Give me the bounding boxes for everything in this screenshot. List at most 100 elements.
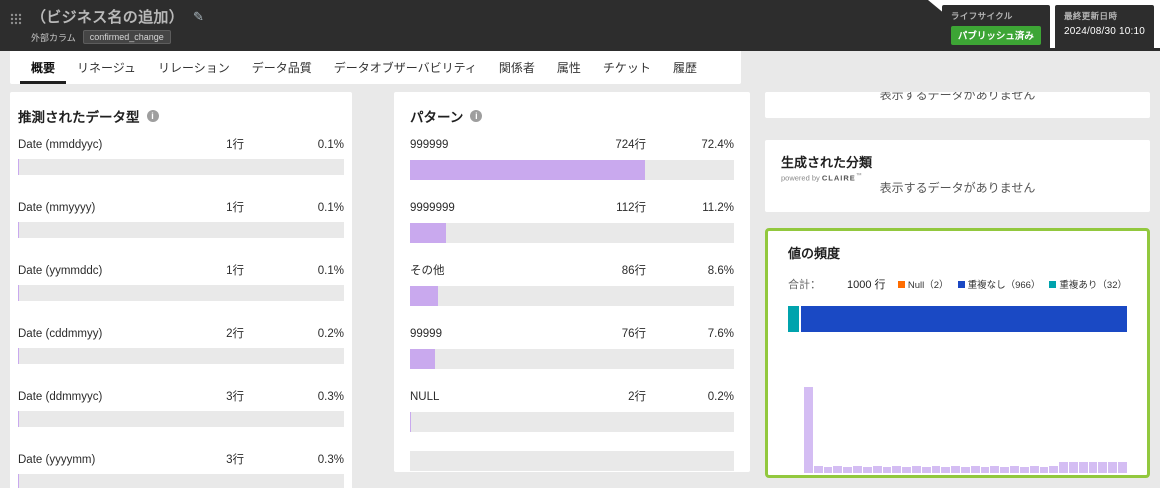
page-title: （ビジネス名の追加） — [31, 9, 185, 26]
stat-label: その他 — [410, 265, 445, 277]
stat-row: Date (mmyyyy) 1行 0.1% — [18, 199, 344, 238]
info-icon[interactable]: i — [470, 110, 483, 122]
stat-bar-track — [18, 285, 344, 301]
panel-patterns: パターン i 999999 724行 72.4% 9999999 112行 11.2% その… — [394, 92, 750, 472]
stat-row: Date (yyyymm) 3行 0.3% — [18, 451, 344, 488]
stat-label: Date (yymmddc) — [18, 265, 103, 277]
content: 推測されたデータ型 i Date (mmddyyc) 1行 0.1% Date (mm… — [0, 84, 1160, 488]
claire-brand: powered by CLAIRE™ — [781, 173, 1134, 183]
panel-inferred-datatypes: 推測されたデータ型 i Date (mmddyyc) 1行 0.1% Date (mm… — [10, 92, 352, 488]
stacked-segment-unique — [800, 306, 1127, 332]
pattern-rows: 999999 724行 72.4% 9999999 112行 11.2% その他 86行 8.6… — [410, 136, 734, 432]
panel-generated-classification: 生成された分類 powered by CLAIRE™ 表示するデータがありません — [765, 140, 1150, 212]
tab-data-observability[interactable]: データオブザーバビリティ — [323, 51, 488, 84]
stat-row-count: 3行 — [226, 391, 244, 403]
lifecycle-label: ライフサイクル — [950, 11, 1013, 21]
tab-data-quality[interactable]: データ品質 — [241, 51, 323, 84]
stat-bar-track — [18, 411, 344, 427]
stat-row: 9999999 112行 11.2% — [410, 199, 734, 243]
stat-bar-track — [410, 223, 734, 243]
stat-bar-track — [18, 348, 344, 364]
stat-bar-fill — [410, 286, 438, 306]
stat-row-percent: 11.2% — [702, 202, 734, 214]
legend-swatch — [957, 280, 965, 288]
histogram-bar — [1118, 461, 1127, 473]
stacked-segment-duplicates — [788, 306, 799, 332]
tab-relation[interactable]: リレーション — [147, 51, 241, 84]
stat-bar-track — [410, 286, 734, 306]
pattern-partial-bar-track — [410, 451, 734, 471]
stat-row: Date (cddmmyy) 2行 0.2% — [18, 325, 344, 364]
claire-logo-text: CLAIRE — [821, 173, 856, 183]
stat-row-count: 76行 — [621, 328, 646, 340]
stat-row-percent: 0.1% — [317, 202, 344, 214]
stat-row: 99999 76行 7.6% — [410, 325, 734, 369]
stat-row-percent: 0.2% — [707, 391, 734, 403]
generated-classification-title: 生成された分類 — [781, 155, 873, 170]
stat-bar-track — [18, 474, 344, 488]
histogram-bar — [1088, 461, 1098, 473]
stat-bar-fill — [410, 223, 447, 243]
stat-bar-fill — [18, 474, 19, 488]
stat-bar-track — [18, 159, 344, 175]
histogram-bar — [990, 466, 1000, 473]
stat-bar-track — [410, 412, 734, 432]
tab-stakeholders[interactable]: 関係者 — [488, 51, 546, 84]
histogram-bar — [1078, 461, 1088, 473]
stat-label: 99999 — [410, 328, 442, 340]
histogram-bar — [833, 466, 843, 473]
stat-label: 9999999 — [410, 202, 455, 214]
tab-attributes[interactable]: 属性 — [546, 51, 592, 84]
right-column: 表示するデータがありません 生成された分類 powered by CLAIRE™… — [765, 92, 1150, 478]
header-right: ライフサイクル パブリッシュ済み 最終更新日時 2024/08/30 10:10 — [941, 5, 1154, 51]
app-header: （ビジネス名の追加） ✎ 外部カラム confirmed_change ライフサ… — [0, 0, 1160, 51]
stat-row-count: 2行 — [226, 328, 244, 340]
stat-label: Date (ddmmyyc) — [18, 391, 103, 403]
histogram-bar — [1098, 461, 1108, 473]
pencil-icon: ✎ — [193, 9, 204, 24]
histogram-bar — [980, 466, 990, 473]
entity-status-badge: confirmed_change — [82, 30, 171, 44]
info-icon[interactable]: i — [146, 110, 159, 122]
stat-row-count: 2行 — [628, 391, 646, 403]
frequency-stacked-bar — [788, 306, 1127, 332]
lifecycle-status-badge: パブリッシュ済み — [950, 26, 1041, 45]
tab-tickets[interactable]: チケット — [592, 51, 662, 84]
inferred-datatypes-title: 推測されたデータ型 — [18, 110, 140, 125]
total-label: 合計： — [788, 279, 821, 291]
stat-bar-track — [410, 160, 734, 180]
panel-clipped-top: 表示するデータがありません — [765, 92, 1150, 118]
stat-row-percent: 0.1% — [317, 139, 344, 151]
histogram-bar — [1108, 461, 1117, 473]
histogram-bar — [970, 466, 980, 473]
legend-label: 重複なし（966） — [967, 280, 1041, 291]
stat-row-percent: 0.1% — [317, 265, 344, 277]
stat-label: Date (cddmmyy) — [18, 328, 103, 340]
histogram-bar — [1049, 466, 1059, 473]
stat-bar-fill — [18, 348, 19, 364]
tab-overview[interactable]: 概要 — [20, 51, 67, 84]
stat-row-percent: 0.3% — [317, 454, 344, 466]
histogram-bar — [823, 466, 833, 473]
stat-bar-fill — [410, 349, 435, 369]
histogram-bar — [1029, 466, 1039, 473]
empty-state-text: 表示するデータがありません — [879, 180, 1036, 195]
lifecycle-chip: ライフサイクル パブリッシュ済み — [941, 5, 1050, 51]
drag-handle-icon[interactable] — [10, 12, 22, 30]
legend-swatch — [897, 280, 905, 288]
stat-row: Date (mmddyyc) 1行 0.1% — [18, 136, 344, 175]
histogram-bar — [1068, 461, 1078, 473]
edit-title-button[interactable]: ✎ — [191, 10, 206, 23]
stat-row-percent: 7.6% — [707, 328, 734, 340]
histogram-bar — [902, 466, 911, 473]
stat-bar-fill — [410, 412, 411, 432]
stat-row: NULL 2行 0.2% — [410, 388, 734, 432]
last-updated-value: 2024/08/30 10:10 — [1063, 26, 1145, 37]
tab-history[interactable]: 履歴 — [662, 51, 708, 84]
tab-lineage[interactable]: リネージュ — [66, 51, 147, 84]
tab-bar: 概要 リネージュ リレーション データ品質 データオブザーバビリティ 関係者 属性 チケット履… — [10, 51, 741, 84]
stat-bar-fill — [18, 411, 19, 427]
patterns-title: パターン — [410, 110, 464, 125]
stat-row-count: 724行 — [615, 139, 646, 151]
stat-row-count: 1行 — [226, 202, 244, 214]
